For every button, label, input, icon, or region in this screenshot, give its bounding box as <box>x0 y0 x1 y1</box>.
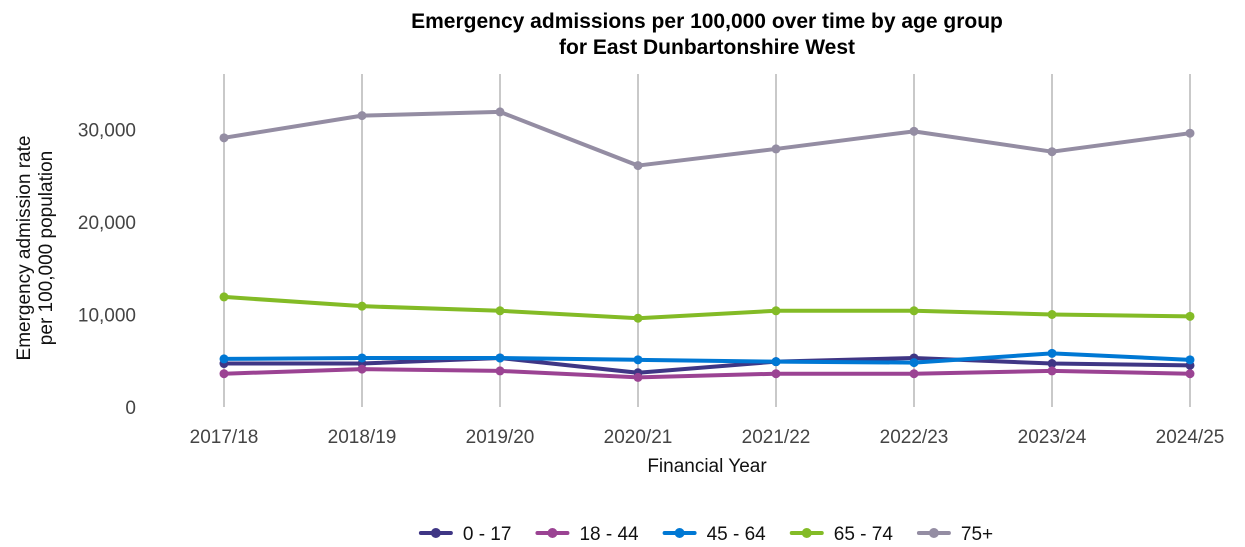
x-tick-label-2017-18: 2017/18 <box>190 427 259 448</box>
data-point-18-44-2021-22 <box>771 369 781 379</box>
series-lines <box>219 107 1195 382</box>
data-point-75-2023-24 <box>1047 147 1057 157</box>
legend-swatch-marker-18-44 <box>547 528 558 538</box>
series-line-75 <box>222 109 1192 168</box>
legend-item-18-44: 18 - 44 <box>535 524 639 545</box>
legend-item-75: 75+ <box>916 524 993 545</box>
series-line-45-64 <box>222 351 1192 365</box>
data-point-18-44-2023-24 <box>1047 366 1057 376</box>
x-tick-label-2018-19: 2018/19 <box>328 427 397 448</box>
x-axis-ticks: 2017/18 2018/19 2019/20 2020/21 2021/22 2022/… <box>190 427 1225 448</box>
data-point-65-74-2023-24 <box>1047 310 1057 319</box>
data-point-65-74-2018-19 <box>357 301 367 311</box>
series-line-0-17 <box>222 355 1192 375</box>
series-line-65-74 <box>222 294 1192 321</box>
data-point-65-74-2022-23 <box>909 306 919 316</box>
x-tick-label-2021-22: 2021/22 <box>742 427 811 448</box>
data-point-65-74-2017-18 <box>219 292 229 302</box>
legend: 0 - 17 18 - 44 45 - 64 65 - 74 75+ <box>418 524 993 545</box>
series-18-44 <box>219 364 1195 382</box>
data-point-65-74-2020-21 <box>633 313 643 323</box>
data-point-65-74-2019-20 <box>495 306 505 316</box>
data-point-75-2022-23 <box>909 126 919 136</box>
data-point-45-64-2017-18 <box>219 354 229 364</box>
data-point-0-17-2023-24 <box>1047 359 1057 369</box>
legend-label-18-44: 18 - 44 <box>579 524 639 545</box>
series-45-64 <box>219 348 1195 368</box>
y-axis-ticks: 0 10,000 20,000 30,000 <box>78 121 136 420</box>
data-point-75-2017-18 <box>219 133 229 143</box>
chart-title-line-1: Emergency admissions per 100,000 over ti… <box>411 10 1003 33</box>
data-point-18-44-2020-21 <box>633 372 643 382</box>
data-point-65-74-2024-25 <box>1185 311 1195 321</box>
data-point-45-64-2023-24 <box>1047 348 1057 358</box>
data-point-45-64-2022-23 <box>909 358 919 368</box>
y-tick-label-10-000: 10,000 <box>78 306 136 327</box>
legend-label-65-74: 65 - 74 <box>834 524 894 545</box>
y-axis-label-line-2: per 100,000 population <box>36 151 57 345</box>
data-point-45-64-2021-22 <box>771 357 781 367</box>
series-line-18-44 <box>222 367 1192 380</box>
series-65-74 <box>219 292 1195 323</box>
x-tick-label-2020-21: 2020/21 <box>604 427 673 448</box>
data-point-45-64-2019-20 <box>495 353 505 363</box>
data-point-45-64-2018-19 <box>357 353 367 363</box>
y-tick-label-0: 0 <box>125 398 136 419</box>
series-75 <box>219 107 1195 171</box>
legend-item-45-64: 45 - 64 <box>662 524 767 545</box>
legend-swatch-marker-75 <box>928 528 939 538</box>
legend-swatch-marker-65-74 <box>801 528 812 538</box>
x-axis-label: Financial Year <box>647 456 767 477</box>
data-point-75-2021-22 <box>771 144 781 154</box>
y-tick-label-30-000: 30,000 <box>78 121 136 142</box>
data-point-45-64-2020-21 <box>633 355 643 365</box>
x-tick-label-2024-25: 2024/25 <box>1156 427 1225 448</box>
data-point-18-44-2017-18 <box>219 369 229 379</box>
legend-item-0-17: 0 - 17 <box>418 524 512 545</box>
data-point-75-2024-25 <box>1185 128 1195 138</box>
legend-label-45-64: 45 - 64 <box>707 524 767 545</box>
data-point-75-2020-21 <box>633 161 643 171</box>
legend-swatch-marker-0-17 <box>430 528 441 538</box>
data-point-18-44-2019-20 <box>495 366 505 376</box>
y-axis-label-line-1: Emergency admission rate <box>14 136 35 361</box>
data-point-65-74-2021-22 <box>771 306 781 316</box>
legend-swatch-marker-45-64 <box>674 528 685 538</box>
y-axis-label: Emergency admission rate per 100,000 pop… <box>14 136 57 361</box>
data-point-75-2018-19 <box>357 111 367 121</box>
legend-item-65-74: 65 - 74 <box>789 524 894 545</box>
legend-label-75: 75+ <box>961 524 993 545</box>
legend-label-0-17: 0 - 17 <box>463 524 512 545</box>
y-tick-label-20-000: 20,000 <box>78 213 136 234</box>
data-point-18-44-2024-25 <box>1185 369 1195 379</box>
data-point-45-64-2024-25 <box>1185 355 1195 365</box>
chart-title: Emergency admissions per 100,000 over ti… <box>411 10 1003 59</box>
chart-title-line-2: for East Dunbartonshire West <box>559 36 855 59</box>
x-tick-label-2023-24: 2023/24 <box>1018 427 1087 448</box>
data-point-18-44-2022-23 <box>909 369 919 379</box>
data-point-75-2019-20 <box>495 107 505 117</box>
x-tick-label-2022-23: 2022/23 <box>880 427 949 448</box>
data-point-18-44-2018-19 <box>357 364 367 374</box>
x-tick-label-2019-20: 2019/20 <box>466 427 535 448</box>
